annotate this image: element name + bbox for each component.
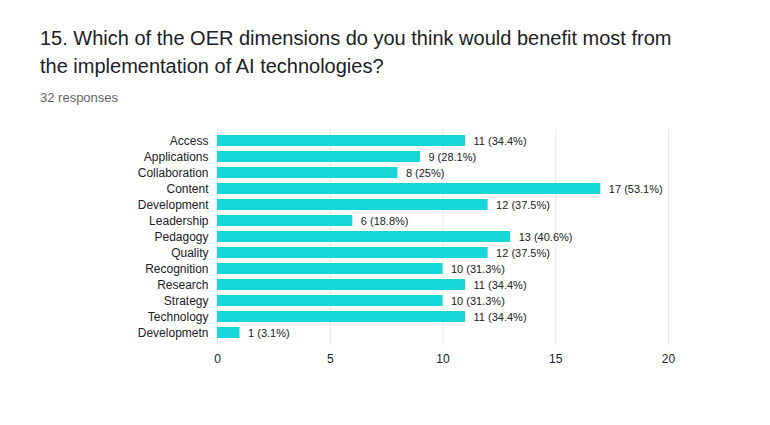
svg-text:17 (53.1%): 17 (53.1%): [609, 183, 663, 195]
svg-text:1 (3.1%): 1 (3.1%): [248, 327, 290, 339]
svg-text:Applications: Applications: [144, 150, 209, 164]
svg-text:Quality: Quality: [171, 246, 208, 260]
svg-text:20: 20: [662, 352, 676, 366]
svg-text:9 (28.1%): 9 (28.1%): [428, 151, 476, 163]
svg-text:8 (25%): 8 (25%): [406, 167, 445, 179]
svg-text:Leadership: Leadership: [149, 214, 209, 228]
svg-text:11 (34.4%): 11 (34.4%): [474, 279, 527, 291]
svg-text:13 (40.6%): 13 (40.6%): [519, 231, 573, 243]
svg-text:Technology: Technology: [148, 310, 209, 324]
svg-text:11 (34.4%): 11 (34.4%): [474, 135, 527, 147]
svg-text:12 (37.5%): 12 (37.5%): [496, 199, 550, 211]
svg-text:5: 5: [327, 352, 334, 366]
html-text:32 responses: 32 responses: [40, 90, 119, 105]
svg-text:15: 15: [549, 352, 563, 366]
svg-text:Recognition: Recognition: [145, 262, 208, 276]
svg-text:Development: Development: [138, 198, 209, 212]
svg-text:0: 0: [214, 352, 221, 366]
svg-text:10: 10: [436, 352, 450, 366]
svg-text:10 (31.3%): 10 (31.3%): [451, 263, 505, 275]
svg-text:Pedagogy: Pedagogy: [154, 230, 208, 244]
svg-text:Research: Research: [157, 278, 208, 292]
svg-text:Developmetn: Developmetn: [138, 326, 209, 340]
svg-text:Access: Access: [170, 134, 209, 148]
html-text:15. Which of the OER dimension: 15. Which of the OER dimensions do you t…: [40, 27, 672, 77]
svg-text:10 (31.3%): 10 (31.3%): [451, 295, 505, 307]
svg-text:11 (34.4%): 11 (34.4%): [474, 311, 527, 323]
svg-text:Strategy: Strategy: [164, 294, 209, 308]
svg-text:6 (18.8%): 6 (18.8%): [361, 215, 409, 227]
svg-text:Collaboration: Collaboration: [138, 166, 209, 180]
svg-text:Content: Content: [166, 182, 209, 196]
svg-text:12 (37.5%): 12 (37.5%): [496, 247, 550, 259]
